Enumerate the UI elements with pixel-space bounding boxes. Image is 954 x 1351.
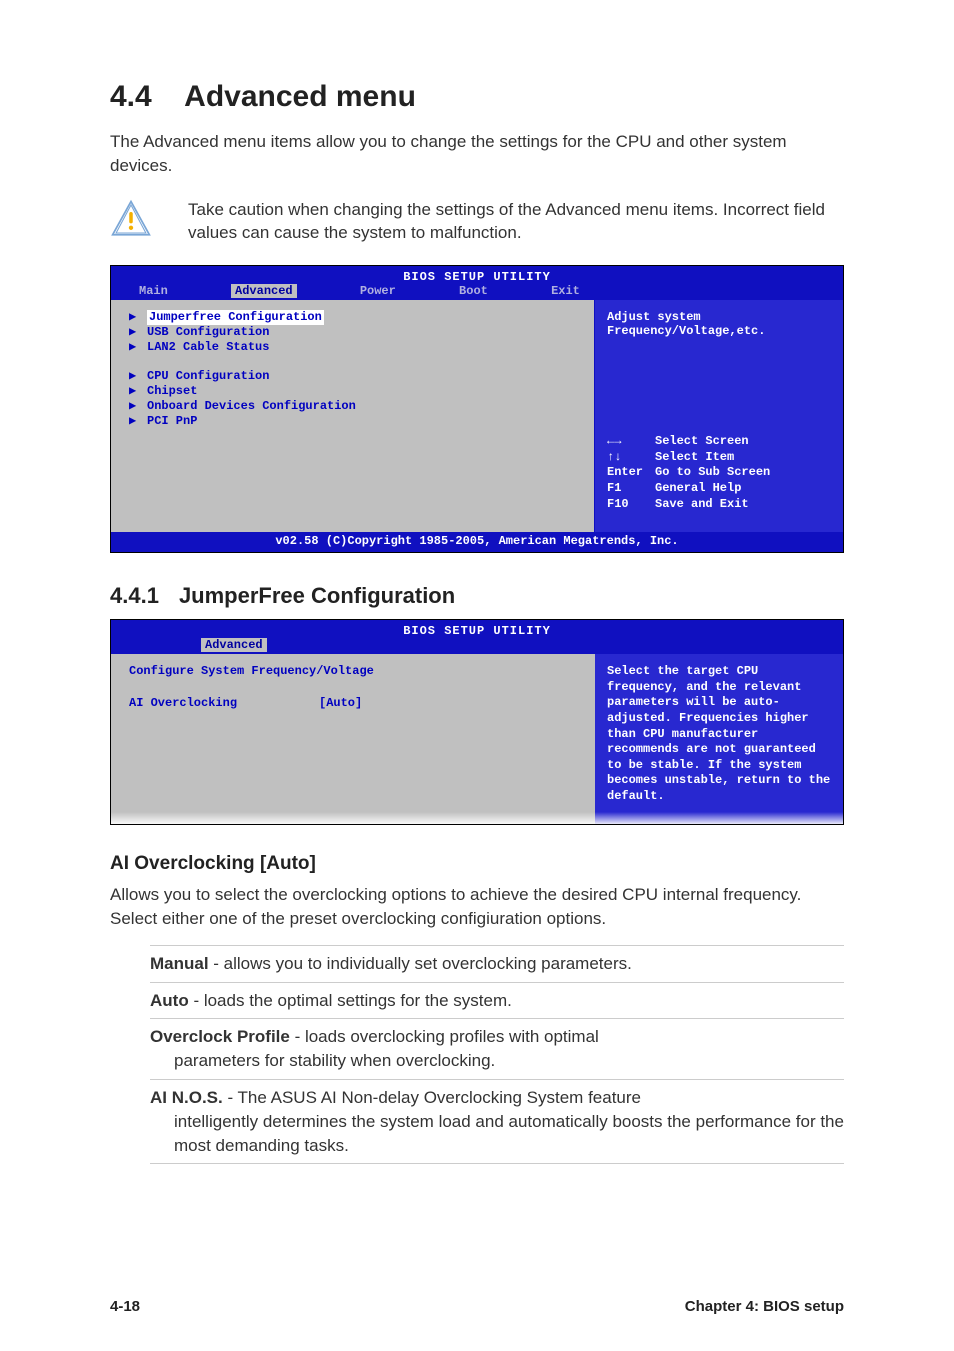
bios-jumperfree-screenshot: BIOS SETUP UTILITY Advanced Configure Sy…	[110, 619, 844, 825]
bios-tab-power[interactable]: Power	[360, 284, 396, 298]
bios2-title: BIOS SETUP UTILITY	[111, 620, 843, 638]
option-manual-name: Manual	[150, 954, 209, 973]
menu-cpu[interactable]: ▶CPU Configuration	[129, 369, 576, 384]
nav-key-f10: F10	[607, 497, 655, 513]
nav-key-f1: F1	[607, 481, 655, 497]
nav-label-0: Select Screen	[655, 434, 749, 450]
bios-nav-help: ←→Select Screen ↑↓Select Item EnterGo to…	[607, 434, 831, 512]
menu-pcipnp[interactable]: ▶PCI PnP	[129, 414, 576, 429]
caution-block: Take caution when changing the settings …	[110, 198, 844, 246]
bios2-help-panel: Select the target CPU frequency, and the…	[595, 654, 843, 824]
ai-overclocking-label: AI Overclocking	[129, 696, 319, 710]
ai-overclocking-heading: AI Overclocking [Auto]	[110, 853, 844, 875]
page-number: 4-18	[110, 1298, 140, 1315]
page-footer: 4-18 Chapter 4: BIOS setup	[110, 1298, 844, 1315]
ai-overclocking-body: Allows you to select the overclocking op…	[110, 883, 844, 931]
bios-menu-panel: ▶Jumperfree Configuration ▶USB Configura…	[111, 300, 595, 532]
bios-tab-main[interactable]: Main	[139, 284, 168, 298]
nav-label-1: Select Item	[655, 450, 734, 466]
chapter-label: Chapter 4: BIOS setup	[685, 1298, 844, 1315]
menu-pcipnp-label: PCI PnP	[147, 414, 197, 429]
nav-key-ud: ↑↓	[607, 450, 655, 466]
subsection-number: 4.4.1	[110, 583, 159, 608]
option-manual-desc: - allows you to individually set overclo…	[209, 954, 632, 973]
nav-label-4: Save and Exit	[655, 497, 749, 513]
bios-title: BIOS SETUP UTILITY	[111, 266, 843, 284]
bios-help-panel: Adjust system Frequency/Voltage,etc. ←→S…	[595, 300, 843, 532]
bios-tab-boot[interactable]: Boot	[459, 284, 488, 298]
menu-chipset[interactable]: ▶Chipset	[129, 384, 576, 399]
bios-tab-exit[interactable]: Exit	[551, 284, 580, 298]
subsection-header: 4.4.1 JumperFree Configuration	[110, 583, 844, 609]
menu-jumperfree-label: Jumperfree Configuration	[147, 310, 324, 325]
bios2-panel-header: Configure System Frequency/Voltage	[129, 664, 577, 678]
menu-usb[interactable]: ▶USB Configuration	[129, 325, 576, 340]
bios-help-text: Adjust system Frequency/Voltage,etc.	[607, 310, 831, 338]
bios-advanced-screenshot: BIOS SETUP UTILITY Main Advanced Power B…	[110, 265, 844, 553]
bios-tab-bar: Main Advanced Power Boot Exit	[111, 284, 843, 300]
subsection-title: JumperFree Configuration	[179, 583, 455, 608]
menu-lan2[interactable]: ▶LAN2 Cable Status	[129, 340, 576, 355]
caution-icon	[110, 198, 152, 240]
option-ocprofile-desc: - loads overclocking profiles with optim…	[290, 1027, 599, 1046]
menu-jumperfree[interactable]: ▶Jumperfree Configuration	[129, 310, 576, 325]
section-title: Advanced menu	[184, 80, 416, 114]
option-ainos-cont: intelligently determines the system load…	[150, 1110, 844, 1158]
overclock-options-list: Manual - allows you to individually set …	[150, 945, 844, 1165]
nav-key-lr: ←→	[607, 434, 655, 450]
section-header: 4.4 Advanced menu	[110, 80, 844, 114]
option-auto: Auto - loads the optimal settings for th…	[150, 983, 844, 1020]
option-ainos-desc: - The ASUS AI Non-delay Overclocking Sys…	[223, 1088, 641, 1107]
intro-text: The Advanced menu items allow you to cha…	[110, 130, 844, 178]
nav-label-2: Go to Sub Screen	[655, 465, 770, 481]
bios-copyright: v02.58 (C)Copyright 1985-2005, American …	[111, 532, 843, 552]
ai-overclocking-row[interactable]: AI Overclocking [Auto]	[129, 696, 577, 710]
option-ainos: AI N.O.S. - The ASUS AI Non-delay Overcl…	[150, 1080, 844, 1164]
menu-onboard[interactable]: ▶Onboard Devices Configuration	[129, 399, 576, 414]
nav-key-enter: Enter	[607, 465, 655, 481]
menu-cpu-label: CPU Configuration	[147, 369, 269, 384]
menu-usb-label: USB Configuration	[147, 325, 269, 340]
ai-overclocking-value: [Auto]	[319, 696, 362, 710]
option-ainos-name: AI N.O.S.	[150, 1088, 223, 1107]
menu-onboard-label: Onboard Devices Configuration	[147, 399, 356, 414]
option-manual: Manual - allows you to individually set …	[150, 945, 844, 983]
bios2-help-text: Select the target CPU frequency, and the…	[607, 664, 831, 804]
option-ocprofile-name: Overclock Profile	[150, 1027, 290, 1046]
option-auto-name: Auto	[150, 991, 189, 1010]
menu-lan2-label: LAN2 Cable Status	[147, 340, 269, 355]
bios2-tab-advanced[interactable]: Advanced	[201, 638, 267, 652]
section-number: 4.4	[110, 80, 152, 114]
caution-text: Take caution when changing the settings …	[188, 198, 844, 246]
bios-tab-advanced[interactable]: Advanced	[231, 284, 297, 298]
menu-chipset-label: Chipset	[147, 384, 197, 399]
nav-label-3: General Help	[655, 481, 741, 497]
bios2-left-panel: Configure System Frequency/Voltage AI Ov…	[111, 654, 595, 824]
option-auto-desc: - loads the optimal settings for the sys…	[189, 991, 512, 1010]
option-overclock-profile: Overclock Profile - loads overclocking p…	[150, 1019, 844, 1080]
option-ocprofile-cont: parameters for stability when overclocki…	[150, 1049, 844, 1073]
